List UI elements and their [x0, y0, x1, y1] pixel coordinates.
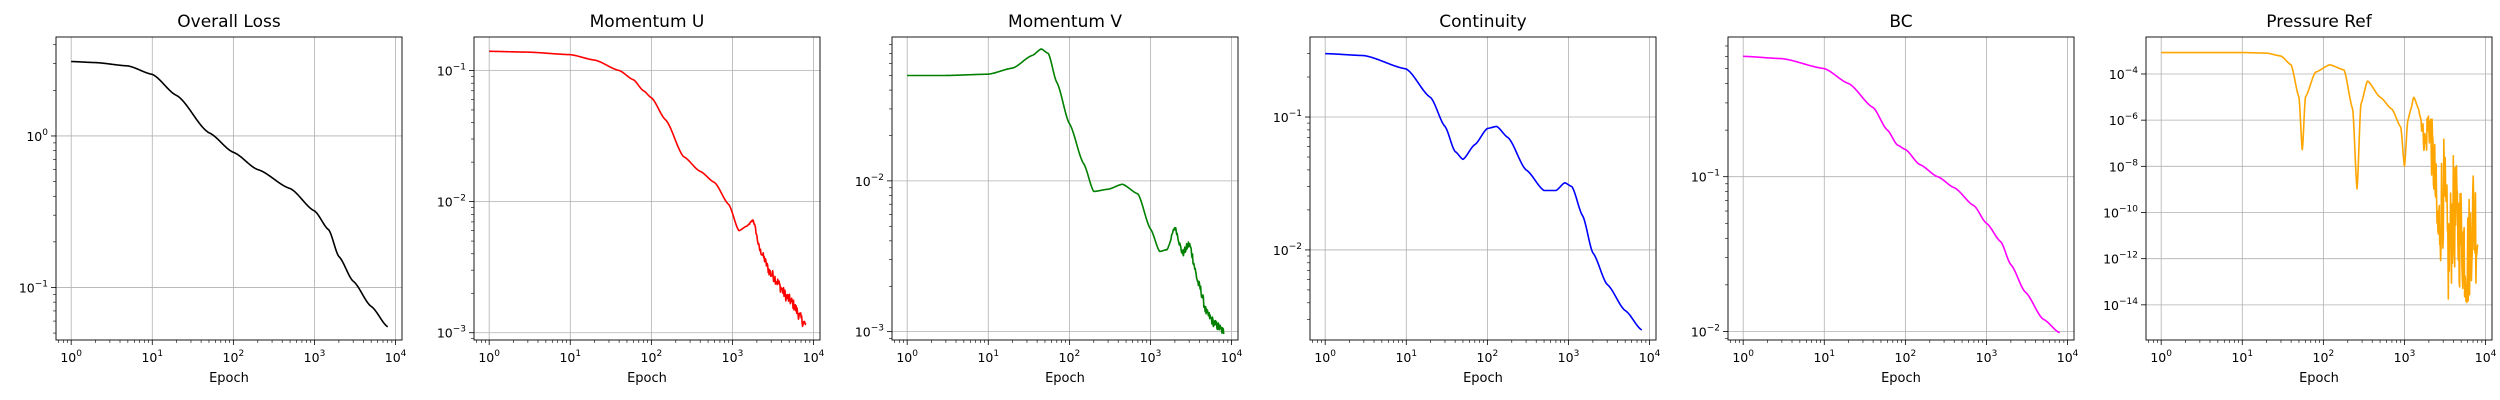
- x-tick-label: 103: [1976, 349, 1998, 365]
- x-tick-label: 104: [2475, 349, 2497, 365]
- chart-title: BC: [1889, 12, 1912, 32]
- y-tick-label: 10−1: [437, 62, 466, 78]
- x-tick-label: 104: [1639, 349, 1661, 365]
- x-axis-label: Epoch: [2299, 371, 2339, 386]
- y-tick-label: 10−1: [1691, 169, 1720, 185]
- chart-title: Momentum U: [590, 12, 705, 32]
- y-tick-label: 100: [26, 128, 48, 144]
- y-tick-label: 10−2: [855, 173, 884, 189]
- x-tick-label: 103: [1558, 349, 1580, 365]
- series-line: [1324, 52, 1643, 331]
- y-tick-label: 10−4: [2109, 66, 2138, 82]
- x-tick-label: 104: [385, 349, 407, 365]
- panel-1: 100 101 102 103 104 10−1 10−2 10−3 Momentum U Epo…: [437, 12, 825, 386]
- series-line: [1742, 55, 2061, 334]
- series-line: [488, 50, 807, 328]
- y-tick-label: 10−12: [2103, 251, 2138, 267]
- x-tick-label: 100: [2150, 349, 2172, 365]
- x-tick-label: 101: [141, 349, 163, 365]
- x-tick-label: 104: [2057, 349, 2079, 365]
- y-tick-label: 10−2: [1273, 242, 1302, 258]
- x-tick-label: 104: [803, 349, 825, 365]
- x-tick-label: 102: [2313, 349, 2335, 365]
- x-tick-label: 103: [722, 349, 744, 365]
- plot-frame: [891, 36, 1239, 341]
- panel-0: 100 101 102 103 104 100 10−1 Overall Loss Epoch: [19, 12, 407, 386]
- x-tick-label: 104: [1221, 349, 1243, 365]
- y-tick-label: 10−2: [437, 194, 466, 210]
- y-tick-label: 10−2: [1691, 323, 1720, 339]
- x-axis-label: Epoch: [1463, 371, 1503, 386]
- x-tick-label: 101: [977, 349, 999, 365]
- panel-5: 100 101 102 103 104 10−4 10−6 10−8 10−10 10−12 10−…: [2103, 12, 2497, 386]
- x-axis-label: Epoch: [1045, 371, 1085, 386]
- x-tick-label: 102: [223, 349, 245, 365]
- y-tick-label: 10−10: [2103, 204, 2138, 220]
- y-tick-label: 10−14: [2103, 297, 2138, 313]
- x-axis-label: Epoch: [627, 371, 667, 386]
- series-line: [906, 48, 1225, 335]
- x-tick-label: 101: [1395, 349, 1417, 365]
- x-tick-label: 103: [304, 349, 326, 365]
- x-axis-label: Epoch: [1881, 371, 1921, 386]
- x-tick-label: 100: [1314, 349, 1336, 365]
- chart-title: Momentum V: [1008, 12, 1122, 32]
- chart-title: Pressure Ref: [2266, 12, 2373, 32]
- y-tick-label: 10−1: [19, 279, 48, 295]
- y-tick-label: 10−8: [2109, 158, 2138, 174]
- panel-3: 100 101 102 103 104 10−1 10−2 Continuity Epoch: [1273, 12, 1661, 386]
- x-tick-label: 103: [1140, 349, 1162, 365]
- series-line: [70, 60, 389, 328]
- x-tick-label: 100: [896, 349, 918, 365]
- plot-frame: [55, 36, 403, 341]
- x-tick-label: 103: [2394, 349, 2416, 365]
- x-axis-label: Epoch: [209, 371, 249, 386]
- panel-4: 100 101 102 103 104 10−1 10−2 BC Epoch: [1691, 12, 2079, 386]
- plot-frame: [2145, 36, 2493, 341]
- plot-frame: [1309, 36, 1657, 341]
- panel-2: 100 101 102 103 104 10−2 10−3 Momentum V Epoch: [855, 12, 1243, 386]
- x-tick-label: 101: [2231, 349, 2253, 365]
- chart-title: Overall Loss: [177, 12, 281, 32]
- x-tick-label: 100: [478, 349, 500, 365]
- x-tick-label: 102: [1477, 349, 1499, 365]
- x-tick-label: 101: [1813, 349, 1835, 365]
- x-tick-label: 102: [641, 349, 663, 365]
- y-tick-label: 10−3: [855, 324, 884, 340]
- plot-frame: [473, 36, 821, 341]
- plot-frame: [1727, 36, 2075, 341]
- x-tick-label: 101: [559, 349, 581, 365]
- y-tick-label: 10−3: [437, 325, 466, 341]
- chart-title: Continuity: [1439, 12, 1526, 32]
- series-line: [2160, 51, 2479, 304]
- x-tick-label: 100: [60, 349, 82, 365]
- x-tick-label: 102: [1895, 349, 1917, 365]
- x-tick-label: 100: [1732, 349, 1754, 365]
- y-tick-label: 10−1: [1273, 109, 1302, 125]
- x-tick-label: 102: [1059, 349, 1081, 365]
- y-tick-label: 10−6: [2109, 112, 2138, 128]
